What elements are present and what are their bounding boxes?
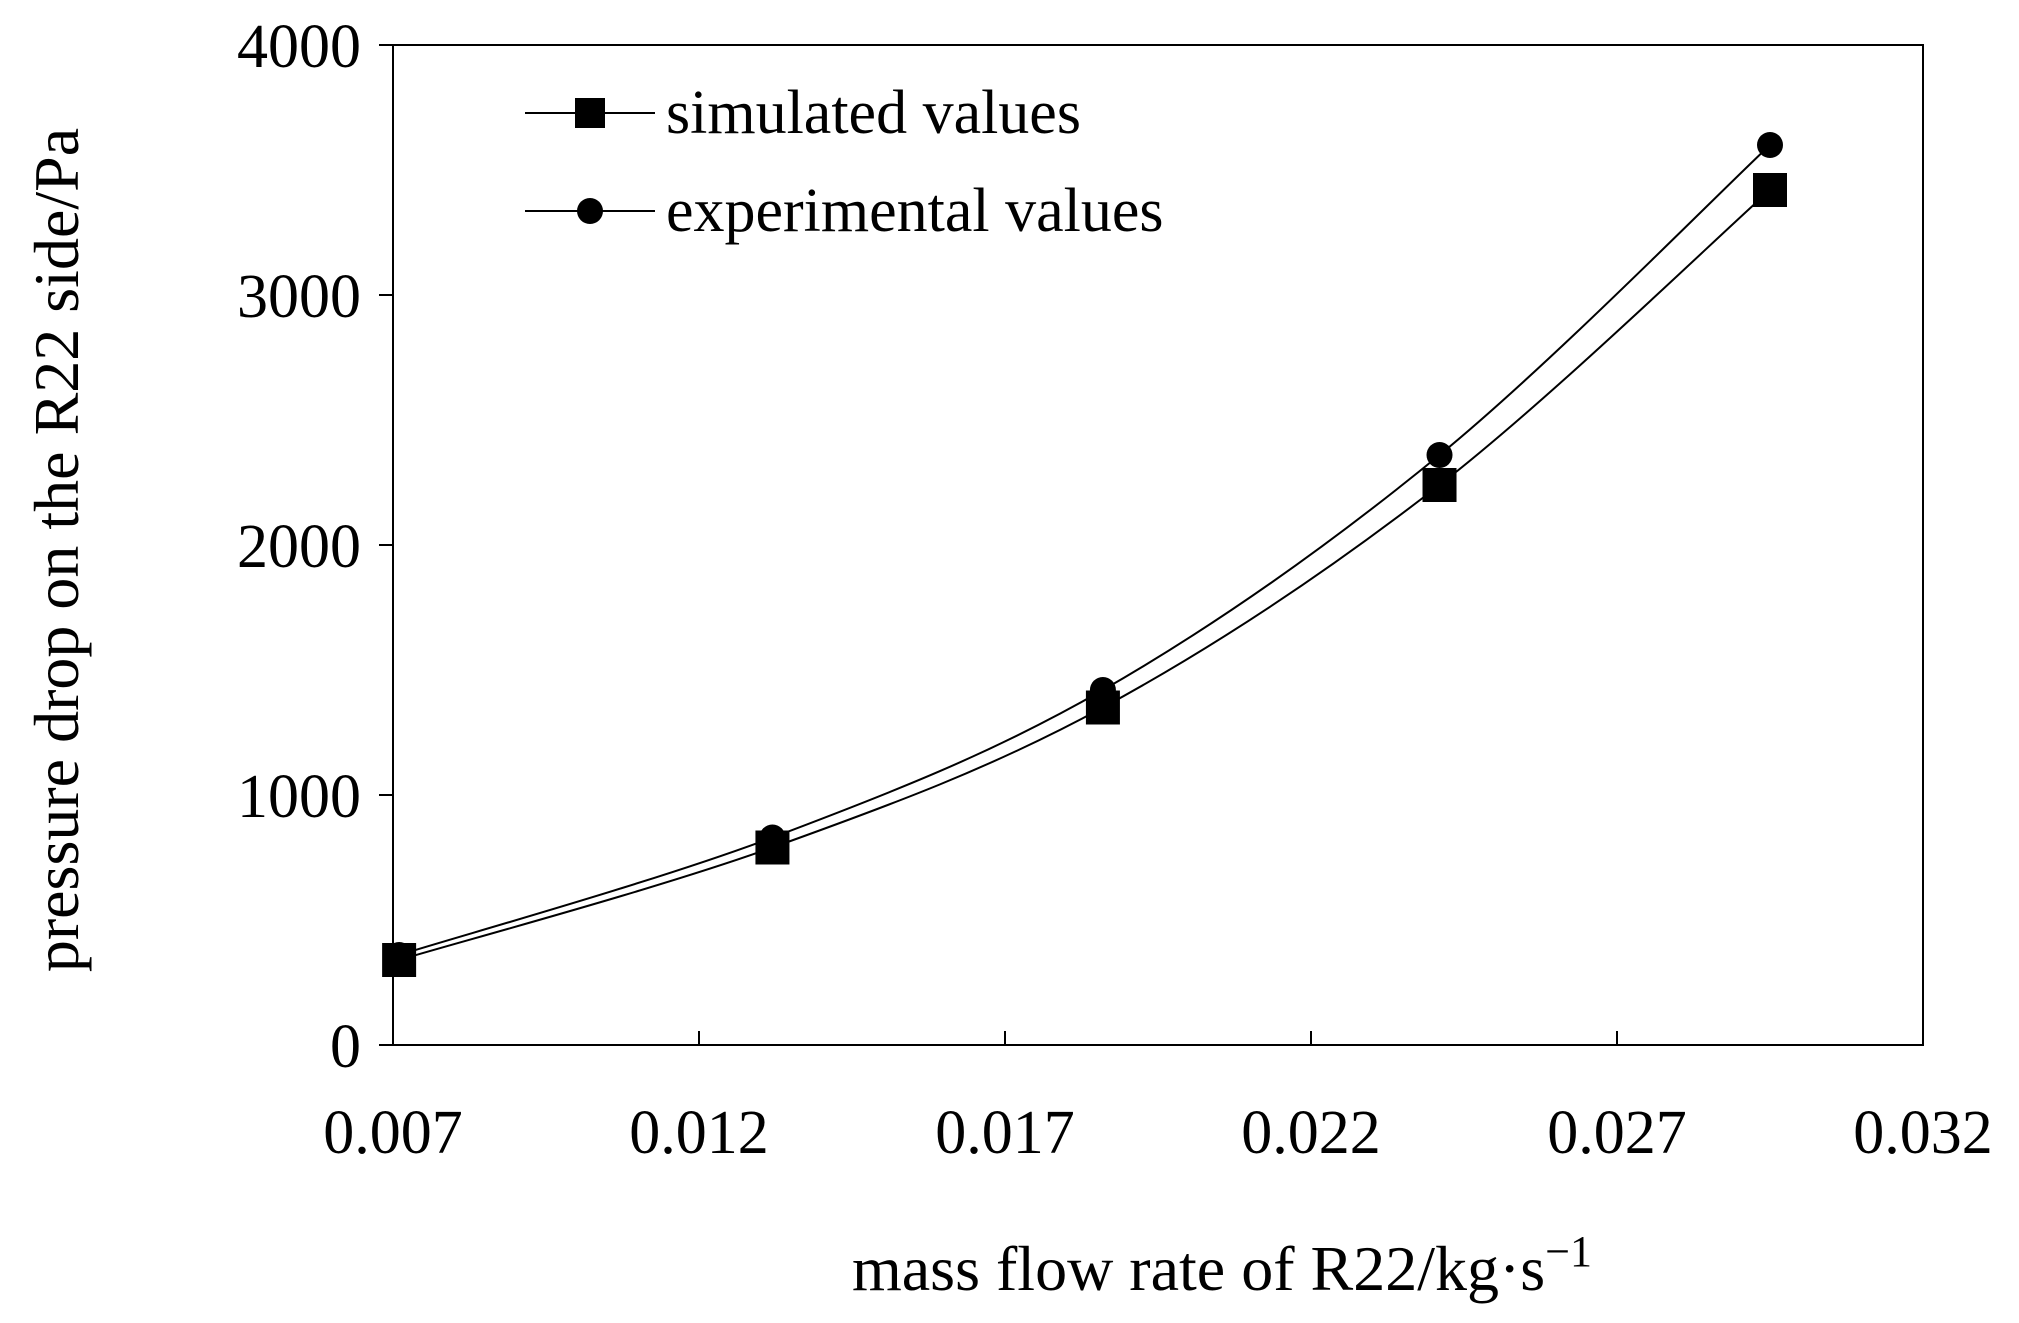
x-tick-label-3: 0.022 <box>1241 1099 1381 1167</box>
legend: simulated values experimental values <box>525 79 1164 245</box>
y-tick-label-4: 4000 <box>237 13 361 81</box>
x-tick-label-1: 0.012 <box>629 1099 769 1167</box>
simulated-point-3 <box>1422 468 1457 502</box>
y-tick-label-2: 2000 <box>237 513 361 581</box>
axis-tick-labels: 0.007 0.012 0.017 0.022 0.027 0.032 0 1000 2000 3… <box>237 13 1993 1167</box>
y-tick-label-0: 0 <box>330 1013 361 1081</box>
x-tick-label-5: 0.032 <box>1853 1099 1993 1167</box>
experimental-point-3 <box>1426 442 1453 468</box>
x-axis-title-superscript: −1 <box>1545 1227 1592 1276</box>
y-axis-title: pressure drop on the R22 side/Pa <box>21 128 92 972</box>
legend-label-experimental: experimental values <box>666 177 1164 245</box>
x-tick-label-0: 0.007 <box>323 1099 463 1167</box>
y-tick-label-3: 3000 <box>237 263 361 331</box>
experimental-point-2 <box>1089 677 1116 703</box>
series-lines <box>398 144 1771 961</box>
legend-marker-simulated <box>575 98 605 128</box>
legend-label-simulated: simulated values <box>666 79 1081 147</box>
x-axis-title: mass flow rate of R22/kg·s−1 <box>852 1227 1592 1304</box>
x-tick-label-2: 0.017 <box>935 1099 1075 1167</box>
x-tick-label-4: 0.027 <box>1547 1099 1687 1167</box>
series-line-1 <box>398 144 1771 956</box>
x-axis-title-text: mass flow rate of R22/kg·s <box>852 1233 1545 1304</box>
legend-marker-experimental <box>577 198 603 224</box>
y-tick-label-1: 1000 <box>237 763 361 831</box>
series-markers <box>382 132 1787 977</box>
experimental-point-0 <box>386 942 413 968</box>
experimental-point-1 <box>759 824 786 851</box>
series-line-0 <box>398 189 1771 961</box>
simulated-point-4 <box>1753 173 1787 207</box>
experimental-point-4 <box>1757 132 1783 158</box>
axis-ticks <box>379 44 1924 1046</box>
